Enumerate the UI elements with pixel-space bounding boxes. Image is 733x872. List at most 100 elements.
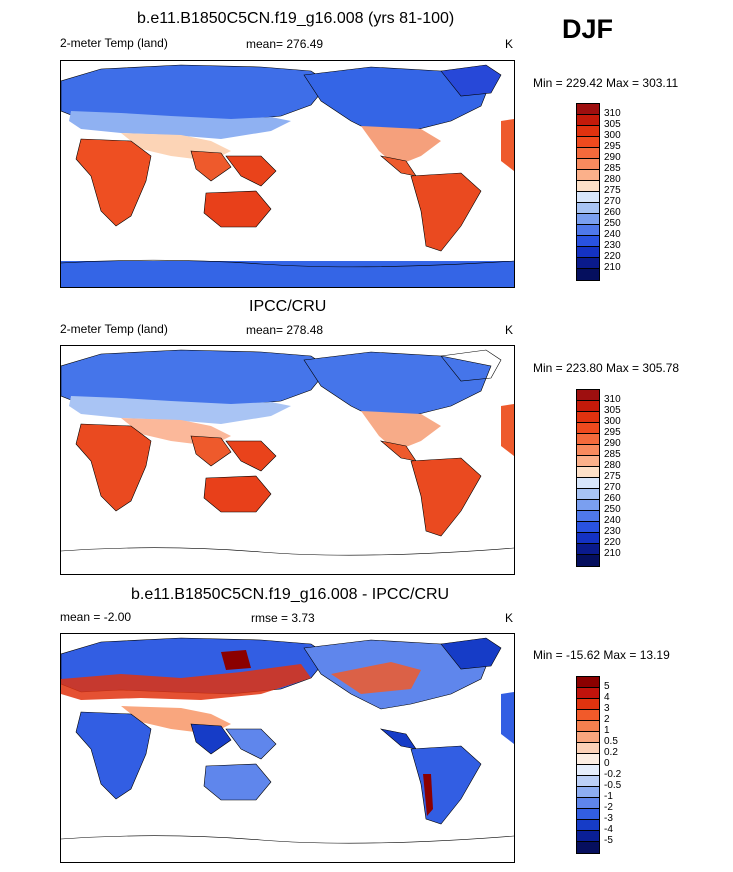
panel1-map bbox=[60, 60, 515, 288]
season-label: DJF bbox=[562, 14, 614, 44]
cbar1-tick: 210 bbox=[604, 262, 621, 273]
eurasia-band bbox=[69, 396, 291, 424]
north-america-south bbox=[361, 126, 441, 166]
cbar3-tick: -3 bbox=[604, 813, 613, 824]
cbar3-tick: 0.2 bbox=[604, 747, 618, 758]
panel3-rmse-label: rmse = 3.73 bbox=[251, 611, 315, 625]
cbar2-tick: 260 bbox=[604, 493, 621, 504]
australia bbox=[203, 475, 272, 513]
panel2-mean-label: mean= 278.48 bbox=[246, 323, 324, 337]
europe-west-edge bbox=[501, 692, 514, 744]
panel2-colorbar-ticks: 310 305 300 295 290 285 280 275 270 260 … bbox=[604, 395, 644, 571]
europe-west-edge bbox=[501, 404, 514, 456]
africa bbox=[75, 138, 152, 227]
africa bbox=[75, 711, 152, 800]
cbar3-tick: 4 bbox=[604, 692, 610, 703]
seasia bbox=[225, 728, 277, 760]
antarctica-coast bbox=[61, 259, 514, 268]
panel3-colorbar bbox=[576, 676, 600, 854]
greenland-outline bbox=[440, 349, 502, 382]
panel1-colorbar bbox=[576, 103, 600, 281]
panel1-colorbar-ticks: 310 305 300 295 290 285 280 275 270 260 … bbox=[604, 109, 644, 285]
panel1-mean-label: mean= 276.49 bbox=[246, 37, 324, 51]
cbar1-tick: 220 bbox=[604, 251, 621, 262]
cbar2-tick: 290 bbox=[604, 438, 621, 449]
cbar3-tick: -4 bbox=[604, 824, 613, 835]
central-america bbox=[379, 728, 417, 750]
cbar1-tick: 305 bbox=[604, 119, 621, 130]
cbar3-tick: -1 bbox=[604, 791, 613, 802]
india bbox=[190, 435, 232, 467]
cbar2-tick: 220 bbox=[604, 537, 621, 548]
cbar1-tick: 300 bbox=[604, 130, 621, 141]
panel2-map bbox=[60, 345, 515, 575]
cbar2-tick: 300 bbox=[604, 416, 621, 427]
australia bbox=[203, 763, 272, 801]
cbar2-tick: 250 bbox=[604, 504, 621, 515]
south-america bbox=[410, 172, 482, 252]
panel3-colorbar-ticks: 5 4 3 2 1 0.5 0.2 0 -0.2 -0.5 -1 -2 -3 -… bbox=[604, 682, 644, 858]
panel1-minmax-label: Min = 229.42 Max = 303.11 bbox=[533, 76, 679, 90]
andes-hotspot bbox=[423, 774, 433, 816]
cbar3-tick: 2 bbox=[604, 714, 610, 725]
cbar3-tick: 3 bbox=[604, 703, 610, 714]
panel2-title: IPCC/CRU bbox=[249, 298, 327, 315]
eurasia-band bbox=[69, 111, 291, 139]
cbar3-tick: -2 bbox=[604, 802, 613, 813]
panel1-units-label: K bbox=[505, 37, 514, 51]
cbar3-tick: 1 bbox=[604, 725, 610, 736]
panel3-units-label: K bbox=[505, 611, 514, 625]
cbar3-tick: 0 bbox=[604, 758, 610, 769]
cbar2-tick: 275 bbox=[604, 471, 621, 482]
cbar2-tick: 270 bbox=[604, 482, 621, 493]
cbar1-tick: 240 bbox=[604, 229, 621, 240]
north-america-cold bbox=[303, 66, 492, 137]
greenland bbox=[440, 637, 502, 670]
cbar1-tick: 270 bbox=[604, 196, 621, 207]
antarctica bbox=[61, 261, 514, 287]
cbar2-tick: 280 bbox=[604, 460, 621, 471]
cbar1-tick: 260 bbox=[604, 207, 621, 218]
india bbox=[190, 723, 232, 755]
cbar1-tick: 250 bbox=[604, 218, 621, 229]
cbar2-tick: 305 bbox=[604, 405, 621, 416]
north-america-south bbox=[361, 411, 441, 451]
panel1-title: b.e11.B1850C5CN.f19_g16.008 (yrs 81-100) bbox=[137, 10, 455, 27]
cbar1-tick: 230 bbox=[604, 240, 621, 251]
panel2-units-label: K bbox=[505, 323, 514, 337]
eurasia-warm-band bbox=[61, 664, 311, 700]
panel1-variable-label: 2-meter Temp (land) bbox=[60, 36, 168, 50]
africa bbox=[75, 423, 152, 512]
cbar2-tick: 285 bbox=[604, 449, 621, 460]
cbar3-tick: -0.2 bbox=[604, 769, 622, 780]
panel2-variable-label: 2-meter Temp (land) bbox=[60, 322, 168, 336]
cbar1-tick: 285 bbox=[604, 163, 621, 174]
siberia-hotspot bbox=[221, 650, 251, 670]
panel2-colorbar bbox=[576, 389, 600, 567]
cbar2-tick: 240 bbox=[604, 515, 621, 526]
antarctica-coast bbox=[61, 547, 514, 556]
cbar2-tick: 295 bbox=[604, 427, 621, 438]
cbar1-tick: 290 bbox=[604, 152, 621, 163]
panel3-map-svg bbox=[61, 637, 514, 844]
north-america-cold bbox=[303, 351, 492, 422]
panel2-minmax-label: Min = 223.80 Max = 305.78 bbox=[533, 361, 680, 375]
antarctica-coast bbox=[61, 835, 514, 844]
greenland bbox=[440, 64, 502, 97]
cbar1-tick: 280 bbox=[604, 174, 621, 185]
seasia bbox=[225, 155, 277, 187]
panel2-map-svg bbox=[61, 349, 514, 556]
cbar1-tick: 295 bbox=[604, 141, 621, 152]
cbar1-tick: 275 bbox=[604, 185, 621, 196]
cbar3-tick: 0.5 bbox=[604, 736, 618, 747]
cbar3-tick: -5 bbox=[604, 835, 613, 846]
cbar2-tick: 310 bbox=[604, 394, 621, 405]
south-america bbox=[410, 457, 482, 537]
panel3-map bbox=[60, 633, 515, 863]
cbar2-tick: 210 bbox=[604, 548, 621, 559]
cbar3-tick: -0.5 bbox=[604, 780, 622, 791]
na-warm-band bbox=[331, 662, 421, 694]
panel3-minmax-label: Min = -15.62 Max = 13.19 bbox=[533, 648, 670, 662]
cbar2-tick: 230 bbox=[604, 526, 621, 537]
cbar3-tick: 5 bbox=[604, 681, 610, 692]
